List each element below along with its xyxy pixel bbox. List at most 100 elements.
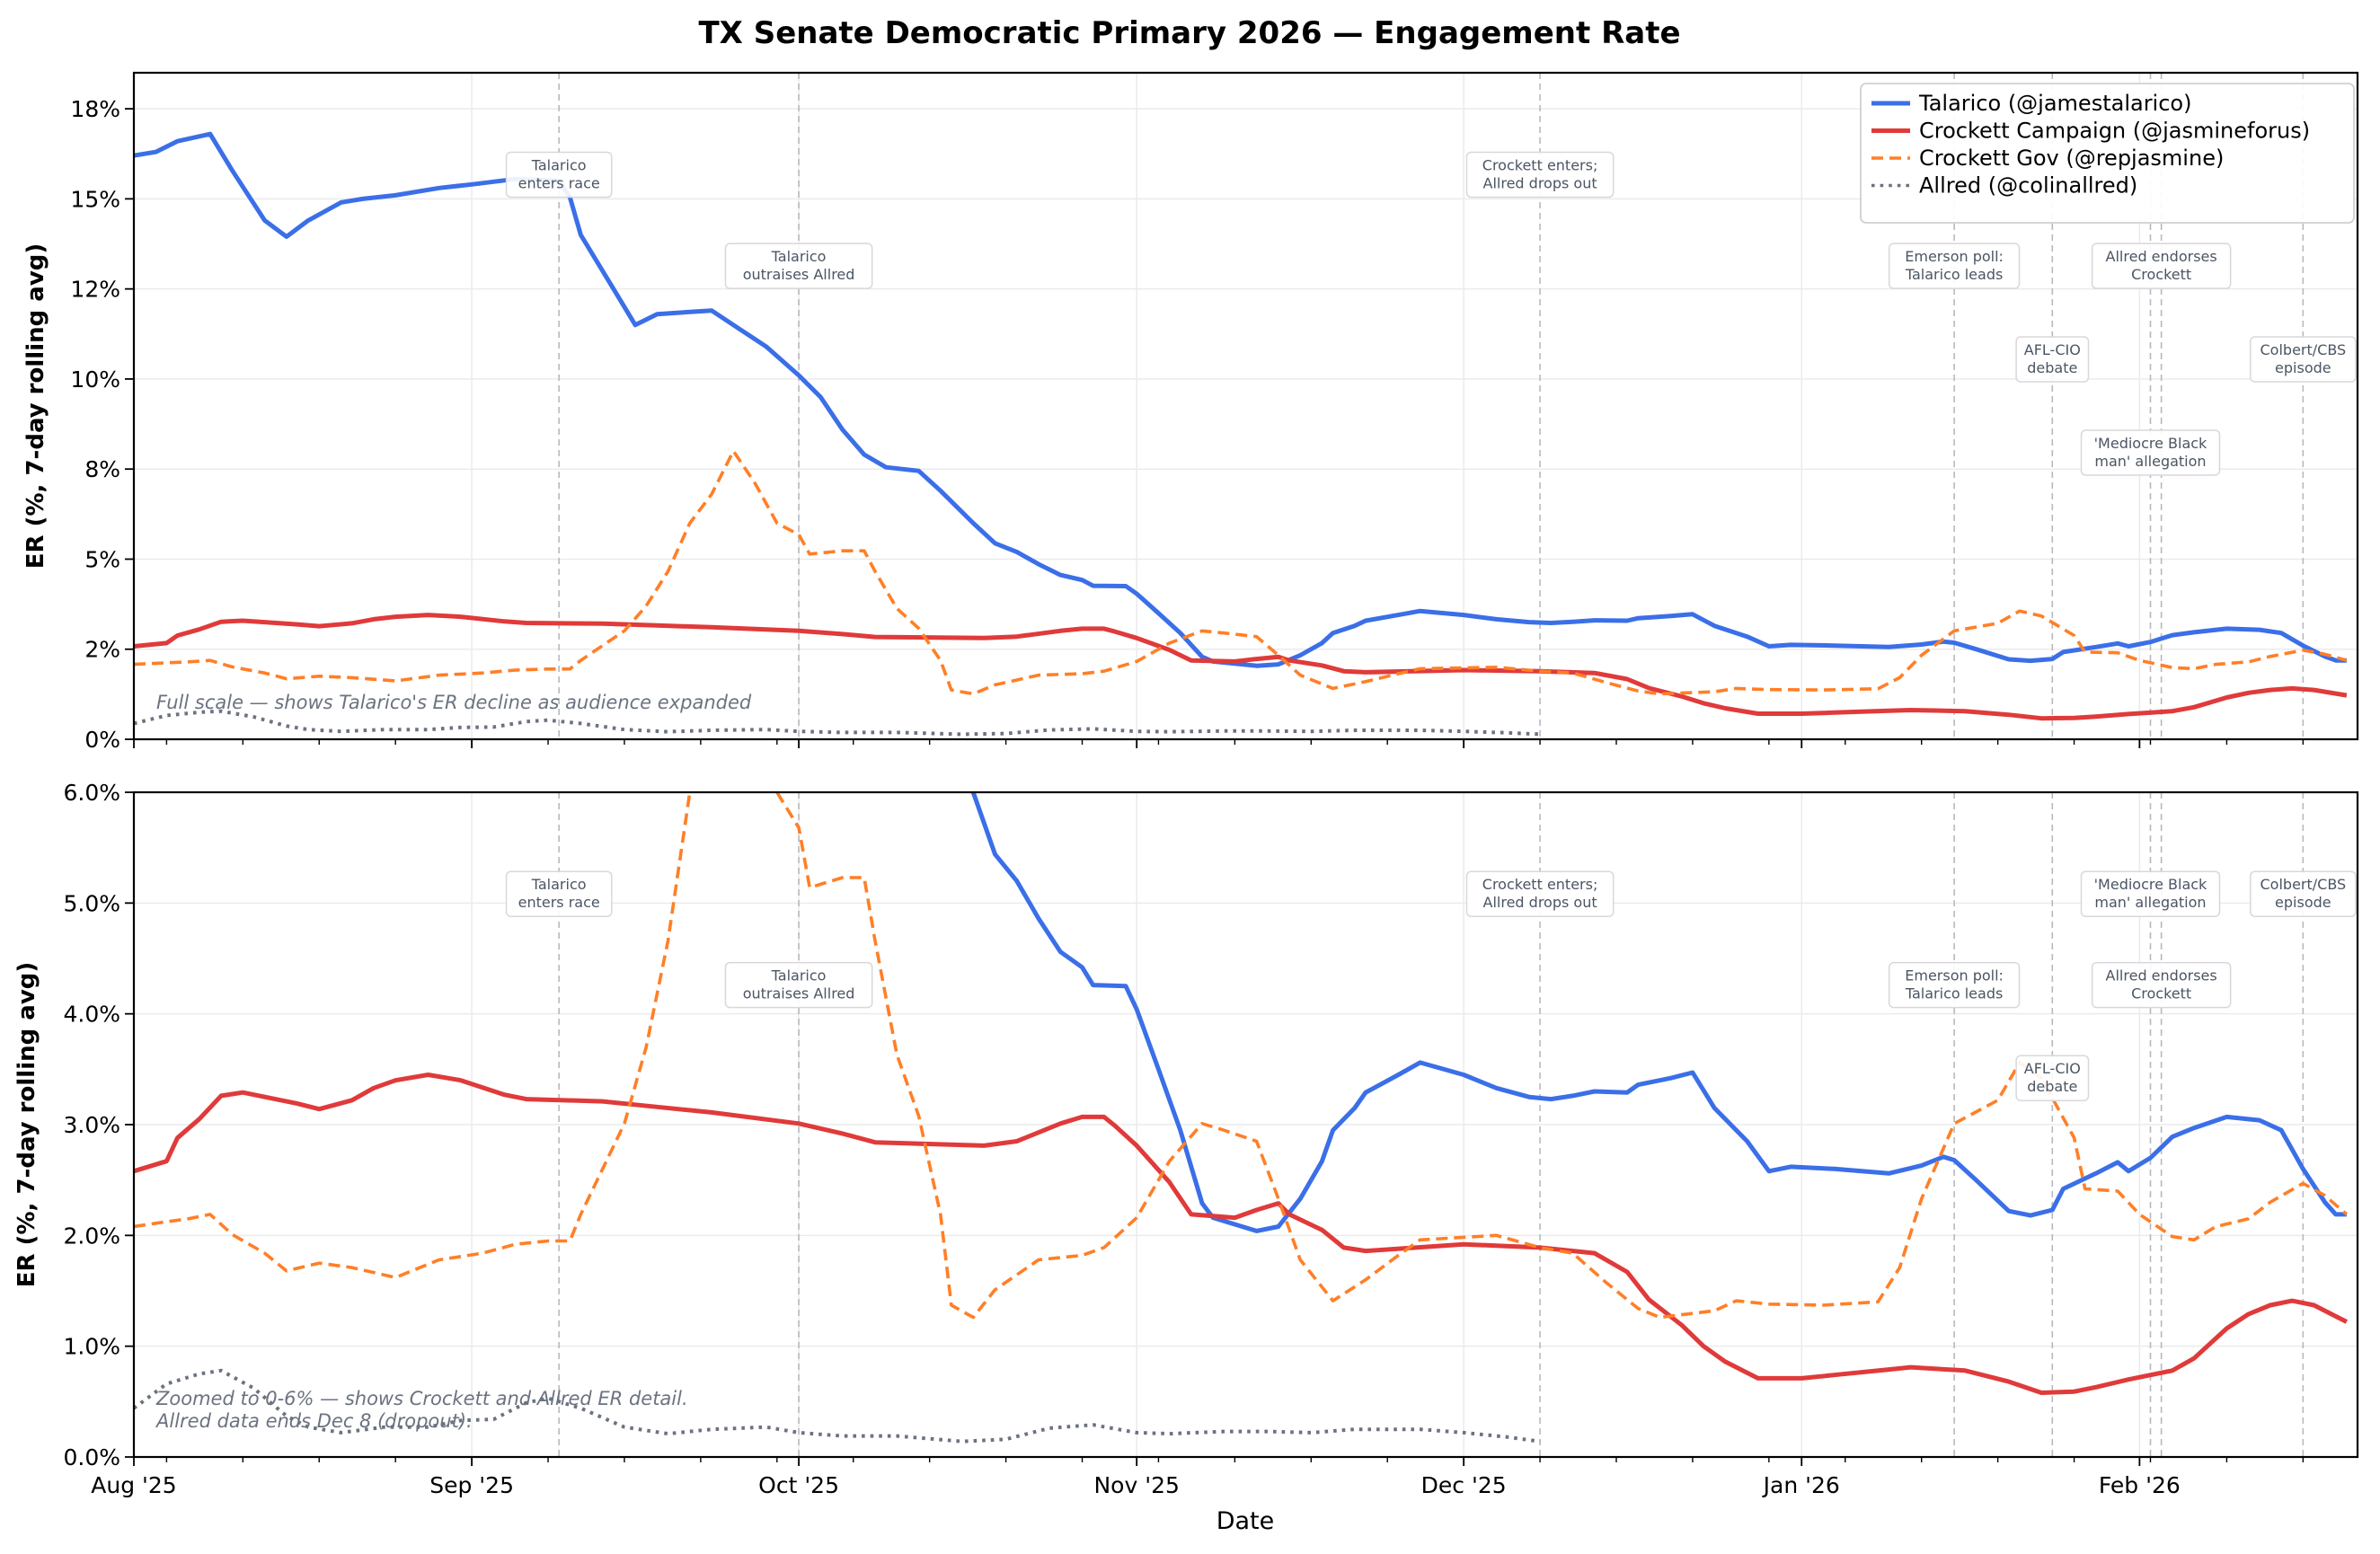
annotation-text: debate [2027,359,2077,376]
annotation-box [2091,243,2232,289]
y-tick-label: 2.0% [63,1223,120,1249]
x-tick-label: Oct '25 [758,1472,839,1498]
legend-label: Crockett Campaign (@jasmineforus) [1919,119,2310,144]
annotation-box [2015,336,2090,383]
event-annotation: Emerson poll:Talarico leads [1888,243,2021,289]
annotation-text: episode [2275,359,2331,376]
y-tick-label: 3.0% [63,1112,120,1138]
annotation-box [2080,429,2221,476]
annotation-text: enters race [518,894,600,911]
annotation-text: Emerson poll: [1905,248,2004,265]
legend-box [1860,83,2355,224]
annotation-box [505,870,613,917]
annotation-box [724,243,873,289]
annotation-text: Allred drops out [1483,894,1597,911]
chart-title: TX Senate Democratic Primary 2026 — Enga… [698,15,1680,51]
y-tick-label: 5% [84,546,120,572]
x-tick-label: Jan '26 [1762,1472,1840,1498]
annotation-text: Emerson poll: [1905,967,2004,984]
annotation-text: Crockett [2131,985,2191,1002]
x-tick-label: Aug '25 [91,1472,176,1498]
series-line-crockett-campaign [134,613,2348,721]
y-tick-label: 8% [84,456,120,482]
y-tick-label: 5.0% [63,890,120,916]
annotation-text: Talarico [531,876,587,893]
annotation-box [1888,243,2021,289]
annotation-box [2249,870,2357,917]
panel-note: Allred data ends Dec 8 (dropout). [155,1410,473,1432]
y-tick-label: 18% [70,96,120,122]
annotation-box [2091,961,2232,1009]
annotation-text: Crockett enters; [1482,876,1598,893]
annotation-box [1888,961,2021,1009]
annotation-text: Talarico [771,248,827,265]
event-annotation: Crockett enters;Allred drops out [1465,870,1615,917]
annotation-text: 'Mediocre Black [2094,435,2207,452]
annotation-box [2015,1055,2090,1101]
panel-note: Zoomed to 0-6% — shows Crockett and Allr… [155,1388,688,1409]
annotation-text: AFL-CIO [2024,341,2081,358]
series-line-crockett-gov [134,792,2349,1320]
y-tick-label: 0.0% [63,1444,120,1470]
y-tick-label: 2% [84,637,120,663]
y-tick-label: 15% [70,186,120,212]
event-annotation: Crockett enters;Allred drops out [1465,151,1615,199]
series-group [134,131,2348,737]
x-tick-label: Nov '25 [1093,1472,1179,1498]
event-annotation: Emerson poll:Talarico leads [1888,961,2021,1009]
annotation-text: Allred endorses [2106,248,2217,265]
y-tick-label: 1.0% [63,1334,120,1360]
y-axis-label: ER (%, 7-day rolling avg) [13,962,40,1288]
y-tick-label: 10% [70,366,120,393]
x-axis-label: Date [1217,1507,1275,1535]
annotation-text: outraises Allred [743,985,855,1002]
annotation-text: Crockett enters; [1482,157,1598,174]
y-axis-label: ER (%, 7-day rolling avg) [22,243,49,570]
annotation-text: Colbert/CBS [2261,876,2347,893]
panel-note: Full scale — shows Talarico's ER decline… [156,692,752,713]
annotation-box [724,961,873,1009]
annotation-text: debate [2027,1078,2077,1095]
annotation-text: Talarico [531,157,587,174]
legend-label: Crockett Gov (@repjasmine) [1919,146,2224,171]
annotation-text: enters race [518,175,600,192]
x-tick-label: Feb '26 [2099,1472,2181,1498]
annotation-box [1465,870,1615,917]
axes-frame [132,71,2359,741]
annotation-text: Allred drops out [1483,175,1597,192]
y-tick-label: 4.0% [63,1002,120,1028]
annotation-box [2249,336,2357,383]
series-line-allred [134,1368,1541,1444]
x-tick-label: Sep '25 [429,1472,514,1498]
annotation-text: Colbert/CBS [2261,341,2347,358]
annotation-text: Talarico leads [1905,266,2003,283]
series-line-crockett-gov [134,449,2348,696]
annotation-text: man' allegation [2094,894,2206,911]
annotation-text: Allred endorses [2106,967,2217,984]
annotation-text: episode [2275,894,2331,911]
annotation-box [1465,151,1615,199]
series-line-crockett-campaign [134,1073,2349,1395]
legend: Talarico (@jamestalarico) Crockett Campai… [1860,83,2355,224]
series-line-talarico [970,792,2347,1233]
annotation-box [2080,870,2221,917]
annotation-text: Talarico leads [1905,985,2003,1002]
x-tick-label: Dec '25 [1421,1472,1507,1498]
y-tick-label: 6.0% [63,780,120,806]
y-tick-label: 12% [70,277,120,303]
annotation-text: Talarico [771,967,827,984]
